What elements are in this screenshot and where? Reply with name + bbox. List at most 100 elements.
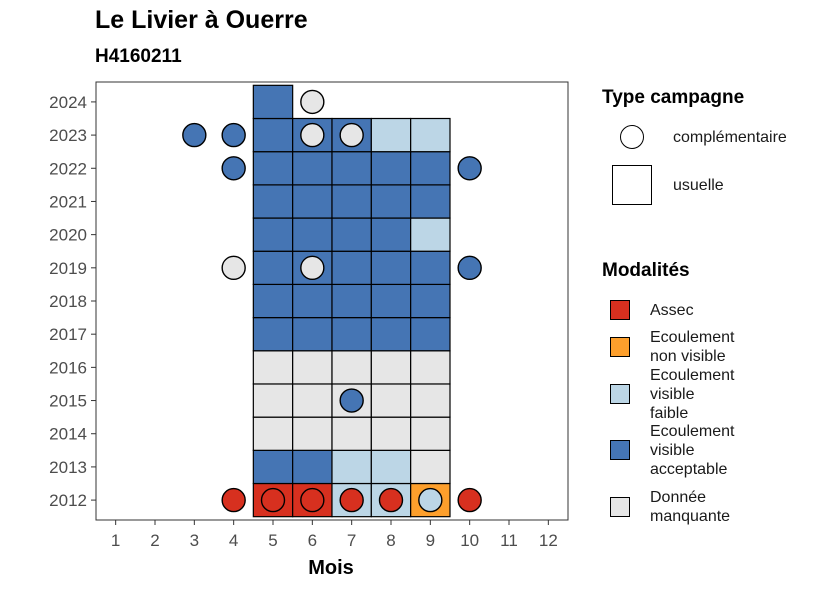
data-point bbox=[339, 487, 364, 513]
heatmap-cell bbox=[370, 250, 412, 286]
legend-label: Ecoulement non visible bbox=[650, 328, 735, 366]
x-tick-label: 7 bbox=[347, 531, 356, 550]
data-point bbox=[339, 122, 364, 148]
heatmap-cell bbox=[370, 117, 412, 153]
data-point bbox=[378, 487, 404, 513]
heatmap-cell bbox=[410, 383, 451, 418]
heatmap-cell bbox=[252, 350, 294, 385]
heatmap-cell bbox=[292, 217, 333, 252]
heatmap-cell bbox=[292, 316, 333, 352]
heatmap-cell bbox=[331, 350, 372, 385]
heatmap-cell bbox=[410, 350, 451, 385]
legend-label: Ecoulement visible faible bbox=[650, 366, 735, 423]
legend-label-line: Assec bbox=[650, 301, 694, 319]
heatmap-cell bbox=[252, 316, 294, 352]
legend-label-line: manquante bbox=[650, 508, 731, 525]
legend-label-line: Ecoulement bbox=[650, 422, 735, 440]
heatmap-cell bbox=[292, 184, 333, 219]
heatmap-cell bbox=[370, 151, 412, 186]
heatmap-cell bbox=[370, 283, 412, 319]
heatmap-cell bbox=[370, 449, 412, 485]
heatmap-cell bbox=[331, 151, 372, 186]
x-tick-label: 1 bbox=[111, 531, 120, 550]
heatmap-cell bbox=[370, 217, 412, 252]
heatmap-cell bbox=[252, 117, 294, 153]
legend-swatch bbox=[610, 497, 630, 517]
y-tick-label: 2024 bbox=[49, 93, 87, 112]
heatmap-cell bbox=[410, 250, 451, 286]
heatmap-cell bbox=[410, 217, 451, 252]
heatmap-cell bbox=[331, 250, 372, 286]
legend-label: Assec bbox=[650, 301, 694, 320]
legend-swatch bbox=[610, 300, 630, 320]
data-point bbox=[457, 255, 482, 281]
heatmap-cell bbox=[292, 283, 333, 319]
x-tick-label: 11 bbox=[500, 531, 518, 550]
heatmap-cell bbox=[331, 449, 372, 485]
legend-usuelle-symbol bbox=[612, 165, 652, 205]
x-tick-label: 3 bbox=[190, 531, 199, 550]
data-point bbox=[339, 388, 364, 413]
heatmap-cell bbox=[331, 416, 372, 451]
heatmap-cell bbox=[252, 184, 294, 219]
y-tick-label: 2016 bbox=[49, 358, 87, 377]
legend-label: Donnée manquante bbox=[650, 488, 730, 526]
heatmap-cell bbox=[370, 184, 412, 219]
y-tick-label: 2014 bbox=[49, 425, 87, 444]
y-tick-label: 2020 bbox=[49, 226, 87, 245]
y-tick-label: 2021 bbox=[49, 192, 87, 211]
heatmap-cell bbox=[252, 383, 294, 418]
heatmap-cell bbox=[252, 151, 294, 186]
y-tick-label: 2013 bbox=[49, 458, 87, 477]
heatmap-cell bbox=[252, 416, 294, 451]
heatmap-cell bbox=[292, 449, 333, 485]
heatmap-cell bbox=[292, 350, 333, 385]
legend-usuelle-label: usuelle bbox=[673, 177, 724, 194]
data-point bbox=[260, 487, 286, 513]
data-point bbox=[221, 487, 246, 513]
heatmap-cell bbox=[410, 316, 451, 352]
y-tick-label: 2012 bbox=[49, 491, 87, 510]
x-tick-label: 6 bbox=[308, 531, 317, 550]
x-axis-label: Mois bbox=[308, 557, 354, 579]
heatmap-cell bbox=[370, 383, 412, 418]
x-tick-label: 5 bbox=[268, 531, 277, 550]
y-axis: 2012 2013 2014 2015 2016 2017 2018 2019 2020 2021… bbox=[49, 93, 96, 510]
heatmap-cell bbox=[410, 283, 451, 319]
heatmap-cell bbox=[331, 316, 372, 352]
heatmap-cell bbox=[410, 416, 451, 451]
usuelle-cells bbox=[252, 84, 451, 518]
heatmap-cell bbox=[410, 151, 451, 186]
heatmap-cell bbox=[410, 117, 451, 153]
data-point bbox=[221, 122, 246, 148]
legend-label-line: visible bbox=[650, 441, 695, 459]
y-tick-label: 2023 bbox=[49, 126, 87, 145]
y-tick-label: 2015 bbox=[49, 392, 87, 411]
heatmap-cell bbox=[252, 449, 294, 485]
legend-label-line: faible bbox=[650, 404, 689, 422]
heatmap-cell bbox=[292, 151, 333, 186]
chart-title: Le Livier à Ouerre bbox=[95, 6, 308, 34]
x-axis: 1 2 3 4 5 6 7 8 9 10 11 12 bbox=[111, 520, 558, 550]
legend-label-line: acceptable bbox=[650, 460, 728, 478]
legend-swatch bbox=[610, 384, 630, 404]
data-point bbox=[457, 487, 482, 513]
x-tick-label: 8 bbox=[386, 531, 395, 550]
heatmap-cell bbox=[410, 449, 451, 485]
data-point bbox=[221, 156, 246, 181]
heatmap-cell bbox=[252, 84, 294, 120]
x-tick-label: 10 bbox=[460, 531, 479, 550]
heatmap-cell bbox=[331, 184, 372, 219]
complementaire-points bbox=[182, 89, 482, 513]
heatmap-cell bbox=[252, 283, 294, 319]
data-point bbox=[182, 122, 207, 148]
heatmap-cell bbox=[410, 184, 451, 219]
legend-complementaire-symbol bbox=[620, 125, 644, 149]
y-tick-label: 2022 bbox=[49, 159, 87, 178]
heatmap-cell bbox=[292, 383, 333, 418]
heatmap-cell bbox=[370, 416, 412, 451]
x-tick-label: 2 bbox=[150, 531, 159, 550]
data-point bbox=[457, 156, 482, 181]
heatmap-cell bbox=[252, 217, 294, 252]
